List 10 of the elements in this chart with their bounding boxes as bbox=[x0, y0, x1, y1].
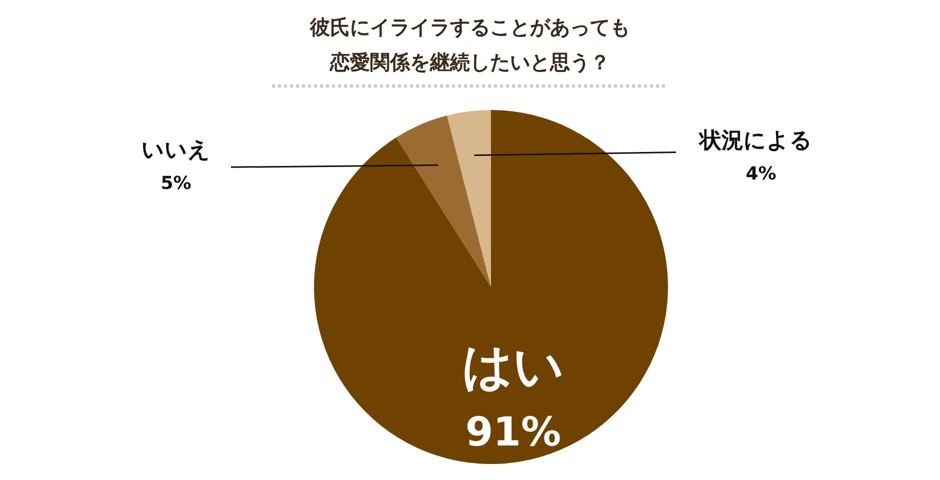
data-label: 91% bbox=[465, 409, 562, 456]
data-label: 5% bbox=[160, 173, 192, 194]
slice-label: いいえ bbox=[142, 138, 210, 164]
pie-slice bbox=[314, 110, 668, 464]
pie-slice bbox=[446, 110, 491, 287]
slice-label: はい bbox=[462, 337, 564, 396]
slice-label: 状況による bbox=[698, 128, 812, 154]
pie-slice bbox=[396, 116, 491, 287]
chart-title: 彼氏にイライラすることがあっても恋愛関係を継続したいと思う？ bbox=[309, 15, 630, 74]
data-label: 4% bbox=[746, 163, 776, 184]
